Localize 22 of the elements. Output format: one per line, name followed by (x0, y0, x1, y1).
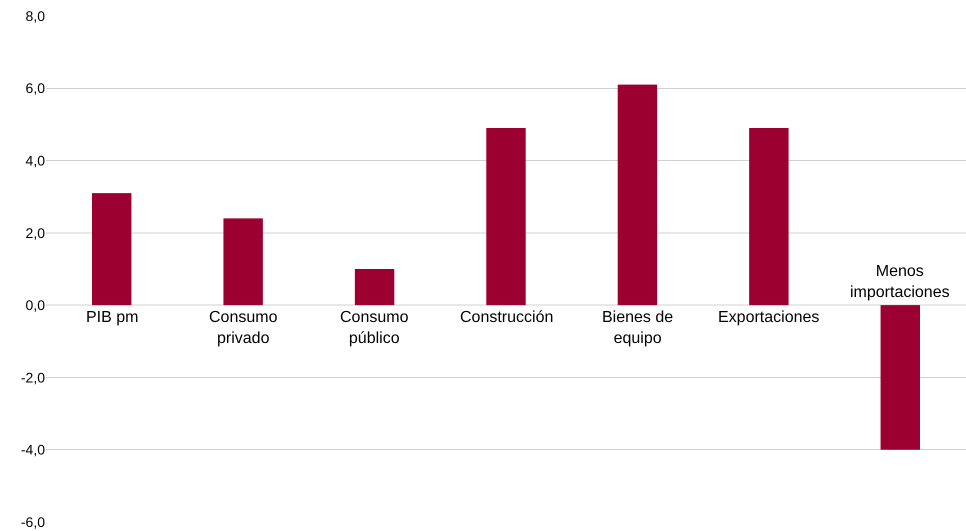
y-tick-label: 4,0 (26, 152, 46, 168)
x-tick-label: PIB pm (86, 309, 138, 326)
x-tick-label: Consumo privado (209, 309, 278, 347)
y-tick-label: 8,0 (26, 8, 46, 24)
bar (223, 218, 263, 306)
x-tick-label: Construcción (460, 309, 554, 326)
y-tick-label: -2,0 (20, 369, 46, 386)
x-tick-label: Exportaciones (718, 309, 820, 326)
bar (92, 193, 132, 306)
bar (486, 128, 526, 306)
y-tick-label: 6,0 (26, 80, 46, 96)
y-tick-label: -6,0 (20, 514, 46, 530)
x-tick-label: Menos importaciones (850, 263, 950, 301)
x-tick-label: Bienes de equipo (602, 309, 674, 347)
bar (618, 84, 658, 306)
bar (880, 305, 920, 450)
bar (354, 269, 394, 306)
y-tick-label: 2,0 (26, 224, 46, 241)
y-tick-label: 0,0 (26, 297, 46, 314)
y-tick-label: -4,0 (20, 442, 46, 458)
x-tick-label: Consumo público (340, 309, 409, 347)
bar (749, 128, 789, 306)
